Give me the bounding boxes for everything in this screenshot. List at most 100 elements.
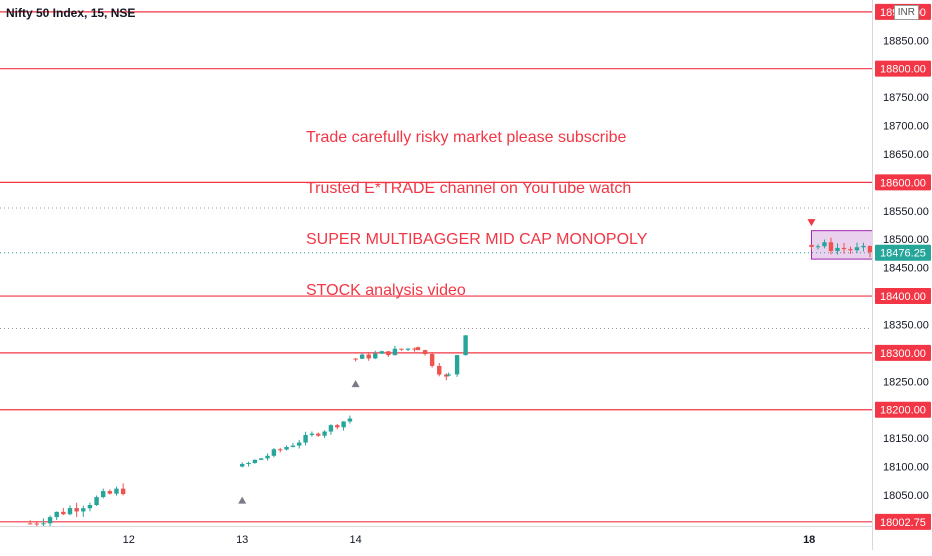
candle-body — [422, 350, 428, 355]
candle-body — [454, 355, 460, 375]
time-tick-label: 18 — [803, 534, 815, 546]
price-chart[interactable] — [0, 0, 872, 526]
candle-body — [101, 491, 106, 498]
price-tick-label: 18250.00 — [883, 376, 929, 388]
candle-body — [297, 442, 302, 446]
candle-body — [252, 459, 258, 464]
level-label-box — [875, 60, 931, 77]
candle-body — [841, 247, 847, 250]
annotation-line: Trade carefully risky market please subs… — [306, 129, 627, 146]
candle-body — [328, 425, 334, 432]
candle-body — [34, 523, 39, 525]
price-axis[interactable]: 18050.00 18100.00 18150.00 18200.00 18250.00… — [872, 0, 932, 550]
candle-body — [259, 458, 264, 460]
last-price-box — [875, 244, 931, 261]
candle-body — [848, 249, 853, 251]
level-label-box — [875, 401, 931, 418]
candle-body — [284, 447, 289, 450]
level-label-box — [875, 344, 931, 361]
last-price-label: 18476.25 — [880, 248, 926, 260]
candle-body — [373, 353, 378, 359]
symbol-title: Nifty 50 Index, 15, NSE — [6, 6, 136, 20]
price-tick-label: 18850.00 — [883, 35, 929, 47]
up-marker — [238, 496, 247, 504]
candle-body — [463, 335, 468, 356]
candle-body — [347, 418, 353, 422]
candle-body — [815, 246, 821, 248]
annotation-line: STOCK analysis video — [306, 282, 466, 299]
level-label: 18800.00 — [880, 64, 926, 76]
annotation-text: Trade carefully risky market please subs… — [306, 95, 647, 333]
candle-body — [240, 463, 245, 467]
chart-area[interactable]: Nifty 50 Index, 15, NSE Trade carefully … — [0, 0, 872, 526]
candle-body — [278, 449, 283, 451]
candle-body — [47, 517, 53, 524]
candle-body — [809, 244, 814, 247]
candle-body — [87, 505, 93, 509]
up-marker — [351, 380, 360, 388]
candle-body — [444, 374, 449, 377]
price-tick-label: 18700.00 — [883, 121, 929, 133]
candle-body — [322, 431, 327, 436]
candle-body — [828, 242, 834, 252]
level-label-box — [875, 288, 931, 305]
candle-body — [335, 425, 340, 428]
candle-body — [271, 449, 277, 456]
candle-body — [822, 242, 827, 247]
candle-body — [867, 245, 872, 253]
candle-body — [107, 491, 113, 494]
price-tick-label: 18750.00 — [883, 92, 929, 104]
candle-body — [54, 511, 59, 518]
level-label-box — [875, 174, 931, 191]
price-tick-label: 18050.00 — [883, 490, 929, 502]
candle-body — [41, 523, 46, 525]
candle-body — [316, 433, 321, 436]
time-axis-labels: 12131418192021 — [123, 534, 929, 546]
level-label: 18300.00 — [880, 348, 926, 360]
candle-body — [366, 354, 371, 359]
price-axis-labels: 18050.00 18100.00 18150.00 18200.00 18250.00… — [875, 3, 931, 530]
candle-body — [446, 374, 451, 376]
annotation-line: SUPER MULTIBAGGER MID CAP MONOPOLY — [306, 231, 648, 248]
candle-body — [114, 488, 119, 494]
annotation-line: Trusted E*TRADE channel on YouTube watch — [306, 180, 632, 197]
candle-body — [405, 348, 411, 350]
candle-body — [303, 434, 308, 443]
candle-body — [81, 508, 86, 512]
candle-body — [341, 421, 346, 428]
price-tick-label: 18650.00 — [883, 149, 929, 161]
price-tick-label: 18500.00 — [883, 234, 929, 246]
price-tick-label: 18550.00 — [883, 206, 929, 218]
price-tick-label: 18450.00 — [883, 263, 929, 275]
price-tick-label: 18100.00 — [883, 462, 929, 474]
price-tick-label: 18150.00 — [883, 433, 929, 445]
level-label: 18200.00 — [880, 405, 926, 417]
time-tick-label: 12 — [123, 534, 135, 546]
level-label: 18400.00 — [880, 291, 926, 303]
candle-body — [861, 245, 866, 248]
candle-body — [379, 351, 385, 354]
down-marker — [807, 219, 816, 227]
level-label: 18600.00 — [880, 177, 926, 189]
level-label: 18002.75 — [880, 517, 926, 529]
time-tick-label: 14 — [349, 534, 361, 546]
candle-body — [392, 348, 398, 356]
candle-body — [386, 351, 391, 356]
candle-body — [290, 445, 296, 448]
candle-body — [399, 348, 404, 350]
candle-body — [67, 508, 73, 515]
candle-body — [412, 348, 417, 350]
level-label-box — [875, 513, 931, 530]
candle-body — [437, 365, 442, 375]
candle-body — [246, 463, 251, 465]
candle-body — [120, 488, 126, 495]
time-tick-label: 13 — [236, 534, 248, 546]
candle-body — [265, 455, 270, 459]
currency-button[interactable]: INR — [893, 5, 919, 20]
candle-body — [353, 358, 358, 360]
candle-body — [429, 354, 435, 366]
candle-body — [309, 433, 315, 435]
candle-body — [74, 508, 79, 512]
time-axis[interactable]: 12131418192021 — [0, 526, 929, 551]
range-rectangle — [810, 230, 872, 260]
